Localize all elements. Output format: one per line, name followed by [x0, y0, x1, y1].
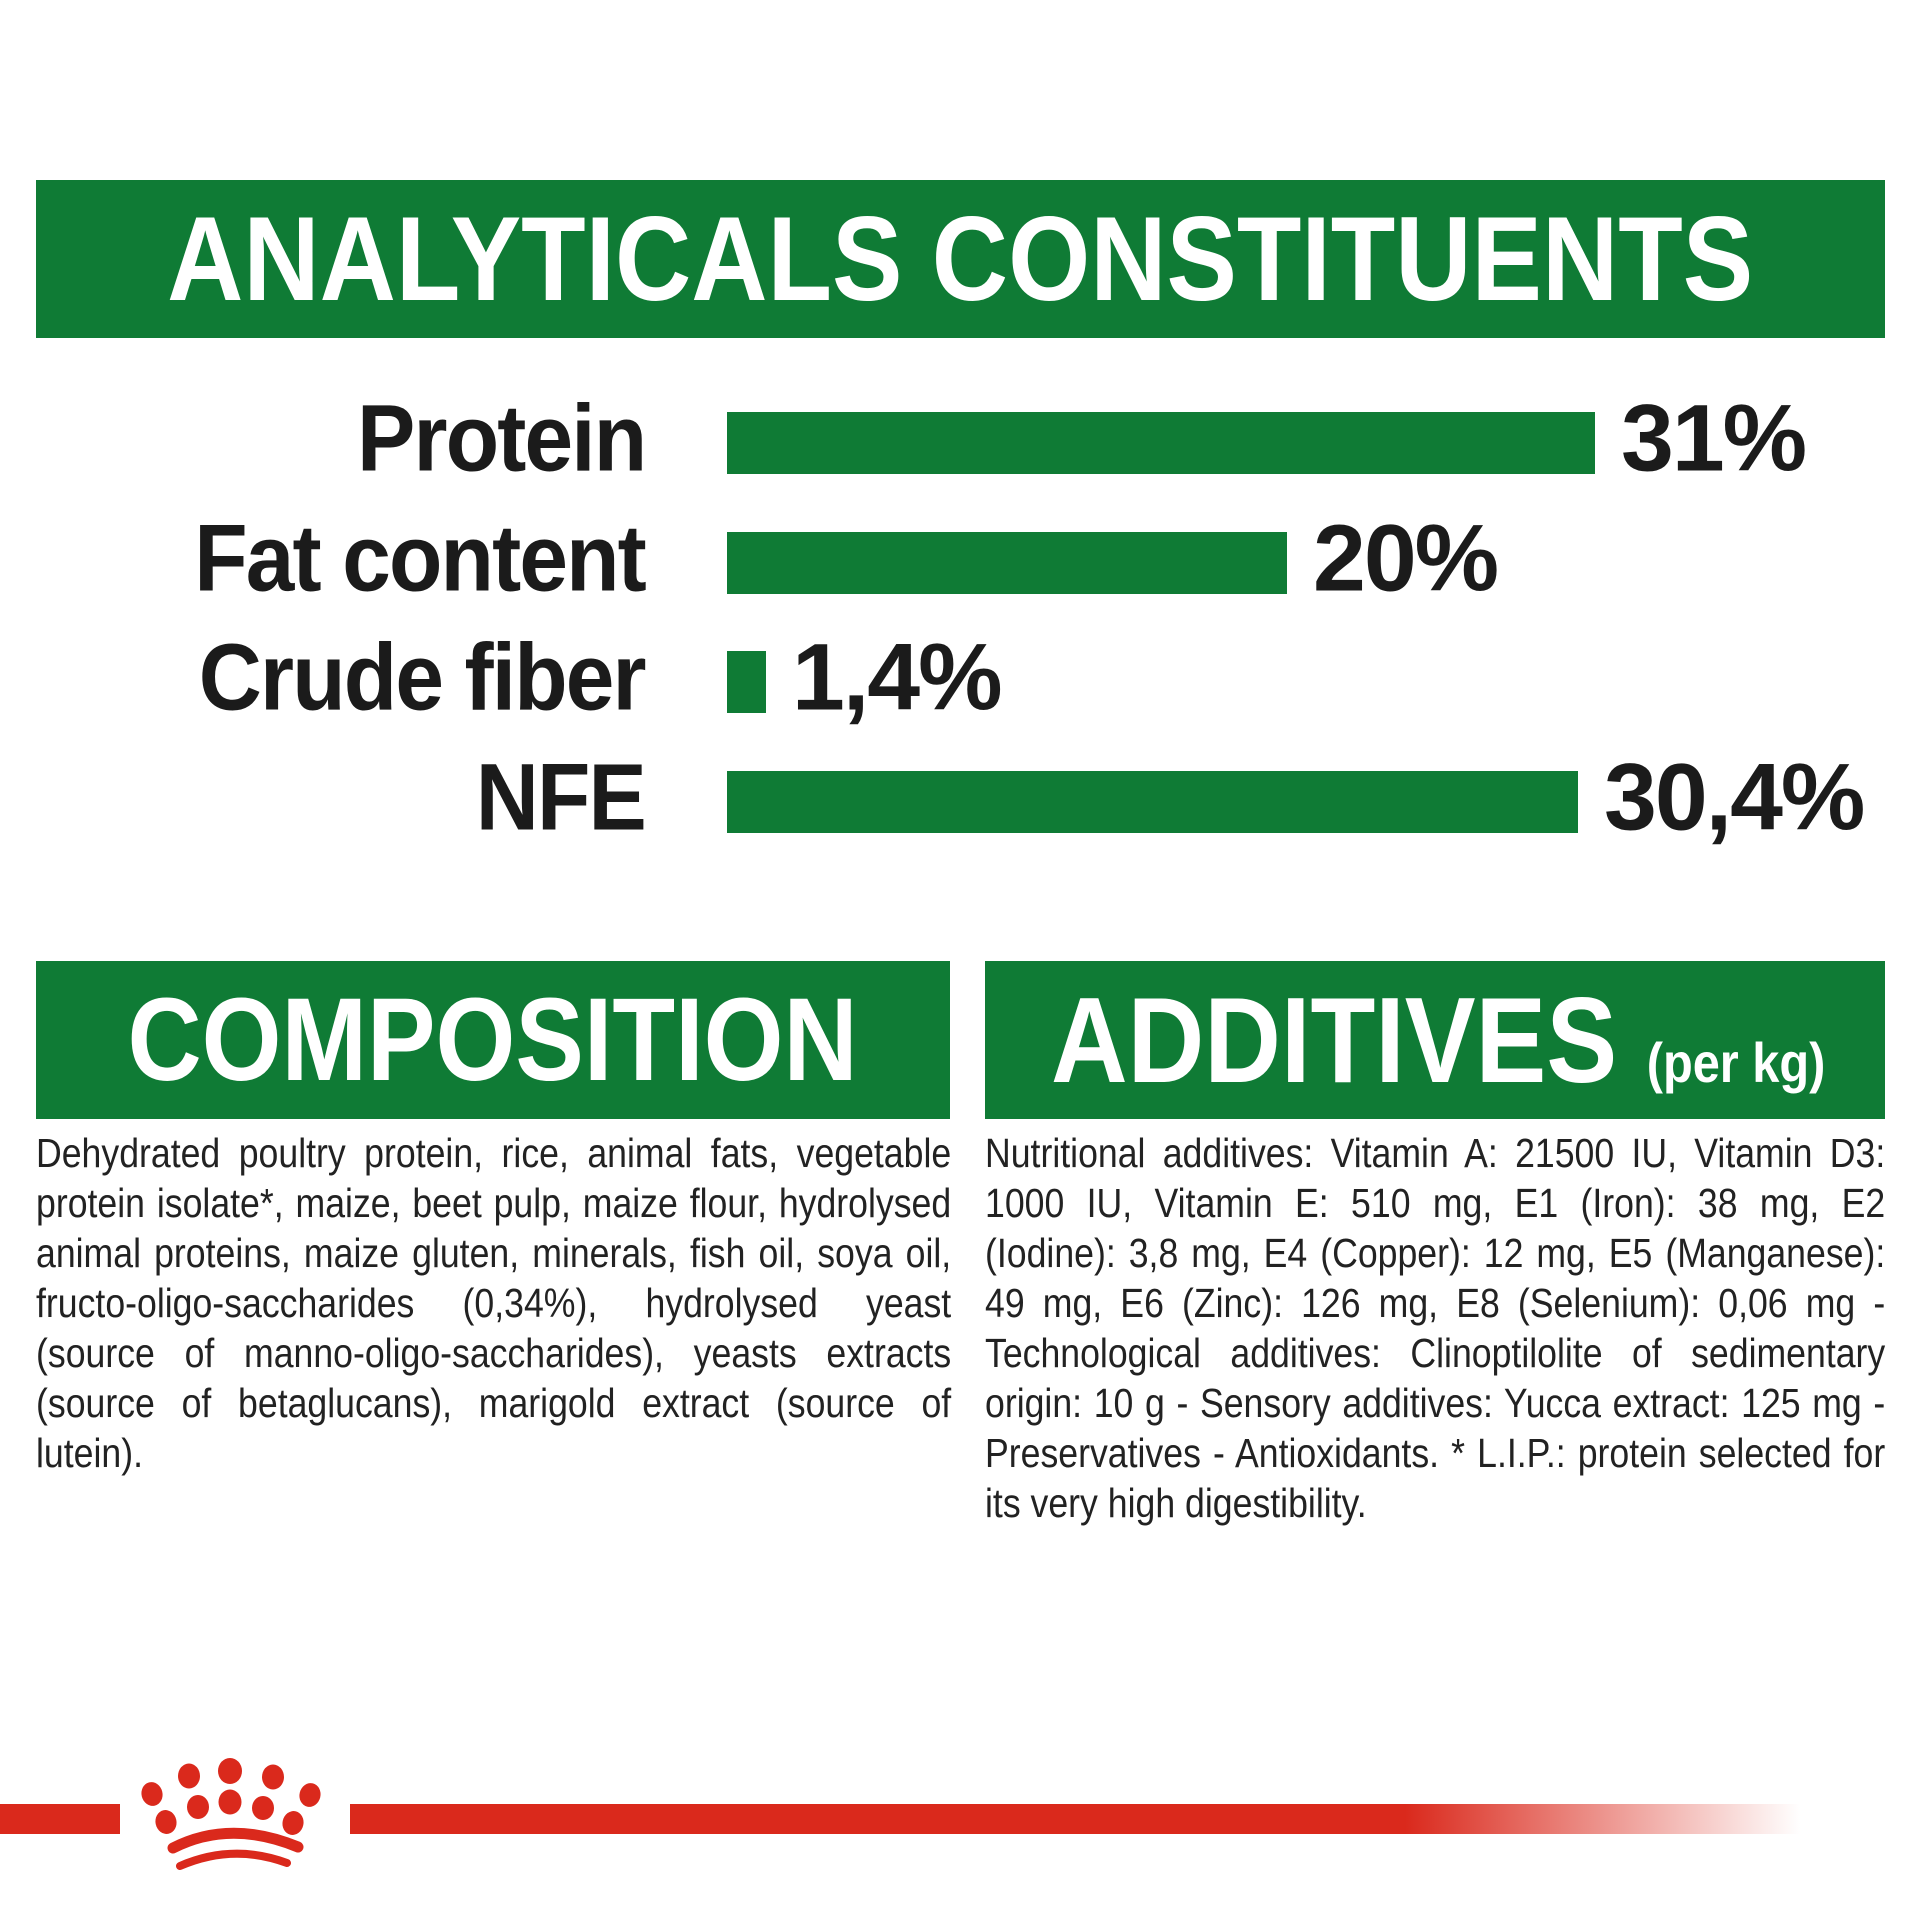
additives-body-text: Nutritional additives: Vitamin A: 21500 … [985, 1130, 1886, 1526]
bar-row-fat-content: Fat content 20% [0, 511, 1920, 606]
bar-row-protein: Protein 31% [0, 391, 1920, 486]
bar-fill [727, 532, 1287, 594]
bar-row-nfe: NFE 30,4% [0, 750, 1920, 845]
bar-value-label: 1,4% [792, 624, 1003, 731]
brand-stripe-left [0, 1804, 120, 1834]
bar-category-label: Crude fiber [199, 624, 647, 731]
bar-value-label: 30,4% [1604, 744, 1865, 851]
bar-row-crude-fiber: Crude fiber 1,4% [0, 630, 1920, 725]
bar-category-label: Fat content [194, 505, 647, 612]
composition-title: COMPOSITION [127, 974, 859, 1106]
additives-title: ADDITIVES [1051, 972, 1618, 1108]
bar-value-label: 20% [1313, 505, 1499, 612]
additives-per-kg-label: (per kg) [1646, 1031, 1826, 1094]
analyticals-header-banner: ANALYTICALS CONSTITUENTS [36, 180, 1885, 338]
composition-body-text: Dehydrated poultry protein, rice, animal… [36, 1130, 952, 1476]
bar-fill [727, 771, 1578, 833]
bar-fill [727, 412, 1595, 474]
bar-fill [727, 651, 766, 713]
royal-canin-crown-paw-icon [141, 1758, 321, 1870]
bar-category-label: Protein [356, 385, 647, 492]
brand-stripe-right [350, 1804, 1815, 1834]
analyticals-header-title: ANALYTICALS CONSTITUENTS [167, 192, 1754, 326]
composition-banner: COMPOSITION [36, 961, 950, 1119]
bar-value-label: 31% [1621, 385, 1807, 492]
additives-banner: ADDITIVES (per kg) [985, 961, 1885, 1119]
bar-category-label: NFE [475, 744, 647, 851]
additives-title-group: ADDITIVES (per kg) [1051, 970, 1825, 1110]
